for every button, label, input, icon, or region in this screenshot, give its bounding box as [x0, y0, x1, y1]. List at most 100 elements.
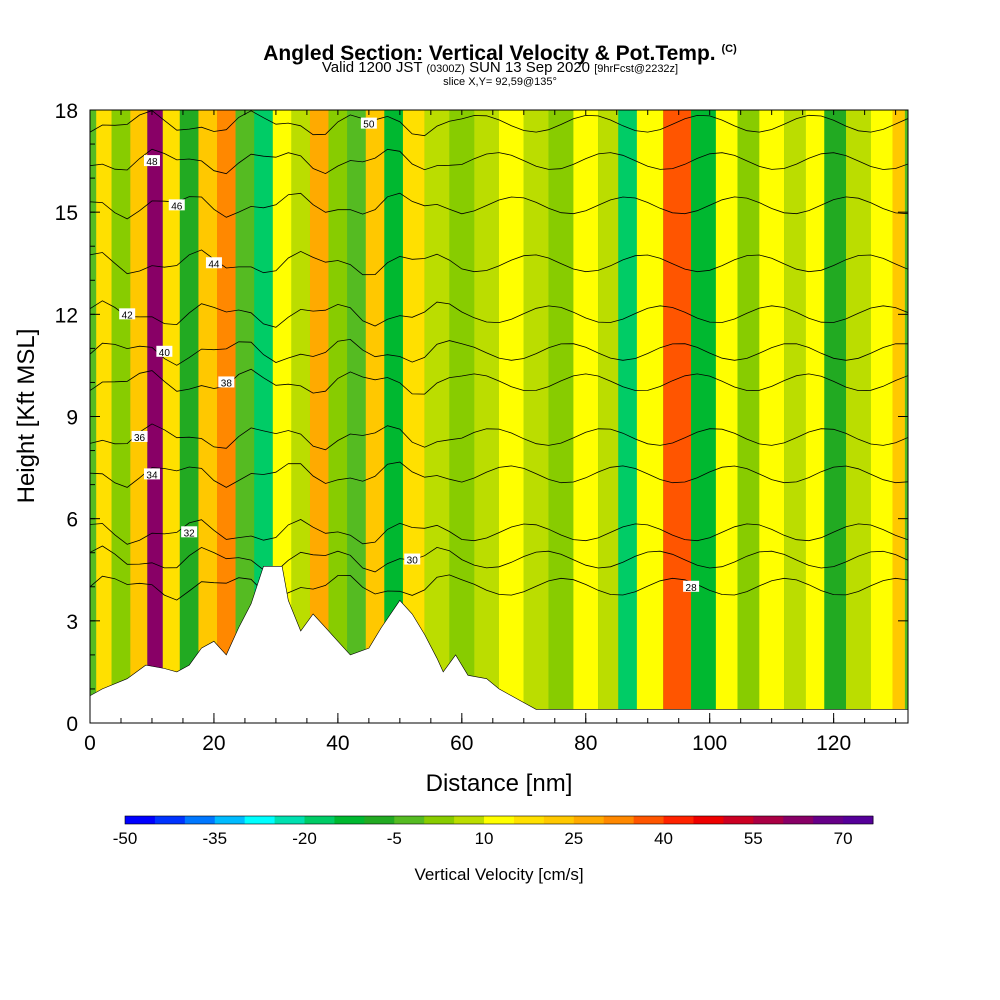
terrain-mask [90, 566, 908, 723]
contour-label-box [360, 117, 377, 129]
contour-label-box [131, 430, 148, 442]
colorbar-swatch [603, 816, 635, 824]
colorbar-swatch [125, 816, 156, 824]
colorbar-swatch [274, 816, 306, 824]
colorbar-tick-label: 40 [654, 829, 673, 848]
colorbar-swatch [663, 816, 694, 824]
contour-label: 48 [146, 157, 158, 168]
colorbar-swatch [334, 816, 365, 824]
colorbar-swatch [454, 816, 485, 824]
contour-label: 34 [146, 470, 158, 481]
x-tick-label: 60 [450, 732, 473, 755]
theta-contour [90, 249, 908, 276]
colorbar-swatch [783, 816, 814, 824]
velocity-column [663, 110, 692, 723]
colorbar-title: Vertical Velocity [cm/s] [414, 865, 583, 884]
velocity-column [309, 110, 329, 723]
velocity-column [474, 110, 499, 723]
colorbar-tick-label: -20 [292, 829, 317, 848]
x-tick-label: 80 [574, 732, 597, 755]
contour-label: 30 [407, 556, 419, 567]
velocity-column [784, 110, 806, 723]
theta-contour [90, 519, 908, 545]
velocity-column [162, 110, 180, 723]
velocity-column [846, 110, 871, 723]
x-axis-title: Distance [nm] [426, 770, 573, 797]
colorbar-swatch [513, 816, 545, 824]
colorbar-swatch [573, 816, 605, 824]
velocity-column [96, 110, 112, 723]
velocity-column [365, 110, 385, 723]
contour-label-box [205, 257, 222, 269]
contour-label: 42 [122, 310, 134, 321]
y-tick-label: 6 [66, 509, 78, 532]
velocity-column [328, 110, 348, 723]
contour-label-box [143, 155, 160, 167]
velocity-column [548, 110, 574, 723]
contour-label-box [156, 345, 173, 357]
velocity-column [618, 110, 637, 723]
velocity-column [499, 110, 524, 723]
colorbar-tick-label: 25 [564, 829, 583, 848]
contour-label: 46 [171, 201, 183, 212]
x-tick-label: 20 [202, 732, 225, 755]
colorbar-swatch [843, 816, 874, 824]
y-axis-title: Height [Kft MSL] [13, 329, 40, 504]
colorbar-swatch [633, 816, 665, 824]
contour-label: 44 [208, 259, 220, 270]
velocity-column [217, 110, 236, 723]
contour-label-box [143, 468, 160, 480]
velocity-column [147, 110, 163, 723]
chart-title: Angled Section: Vertical Velocity & Pot.… [263, 42, 737, 65]
colorbar-swatch [723, 816, 754, 824]
contour-label-box [168, 199, 185, 211]
contour-label-box [119, 308, 136, 320]
x-tick-label: 120 [816, 732, 851, 755]
velocity-column [384, 110, 403, 723]
colorbar-swatch [214, 816, 246, 824]
velocity-column [715, 110, 738, 723]
colorbar-tick-label: 55 [744, 829, 763, 848]
contour-label: 40 [159, 348, 171, 359]
velocity-column [691, 110, 716, 723]
theta-contour [90, 574, 908, 601]
velocity-column [402, 110, 425, 723]
colorbar-swatch [753, 816, 784, 824]
colorbar-tick-label: -50 [113, 829, 138, 848]
colorbar-tick-label: -5 [387, 829, 402, 848]
theta-contour [90, 300, 908, 328]
contour-label: 50 [363, 120, 375, 131]
contour-label-box [218, 376, 235, 388]
velocity-column [805, 110, 825, 723]
velocity-column [198, 110, 218, 723]
velocity-column [235, 110, 255, 723]
colorbar-swatch [484, 816, 515, 824]
theta-contour [90, 338, 908, 366]
velocity-column [573, 110, 599, 723]
theta-contour [90, 148, 908, 175]
colorbar-swatch [813, 816, 844, 824]
colorbar-swatch [394, 816, 425, 824]
contour-label: 28 [686, 583, 698, 594]
x-tick-label: 100 [692, 732, 727, 755]
velocity-column [636, 110, 664, 723]
y-tick-label: 12 [55, 304, 78, 327]
velocity-column [759, 110, 785, 723]
theta-contour [90, 545, 908, 573]
y-tick-label: 18 [55, 100, 78, 123]
velocity-column [179, 110, 199, 723]
y-tick-label: 0 [66, 713, 78, 736]
contour-label-box [683, 580, 700, 592]
x-tick-label: 40 [326, 732, 349, 755]
y-tick-label: 3 [66, 611, 78, 634]
colorbar-swatch [364, 816, 395, 824]
theta-contour [90, 110, 908, 137]
contour-label-box [181, 526, 198, 538]
velocity-column [111, 110, 131, 723]
colorbar-tick-label: -35 [202, 829, 227, 848]
y-tick-label: 9 [66, 407, 78, 430]
colorbar-tick-label: 10 [475, 829, 494, 848]
velocity-column [824, 110, 847, 723]
velocity-column [424, 110, 450, 723]
